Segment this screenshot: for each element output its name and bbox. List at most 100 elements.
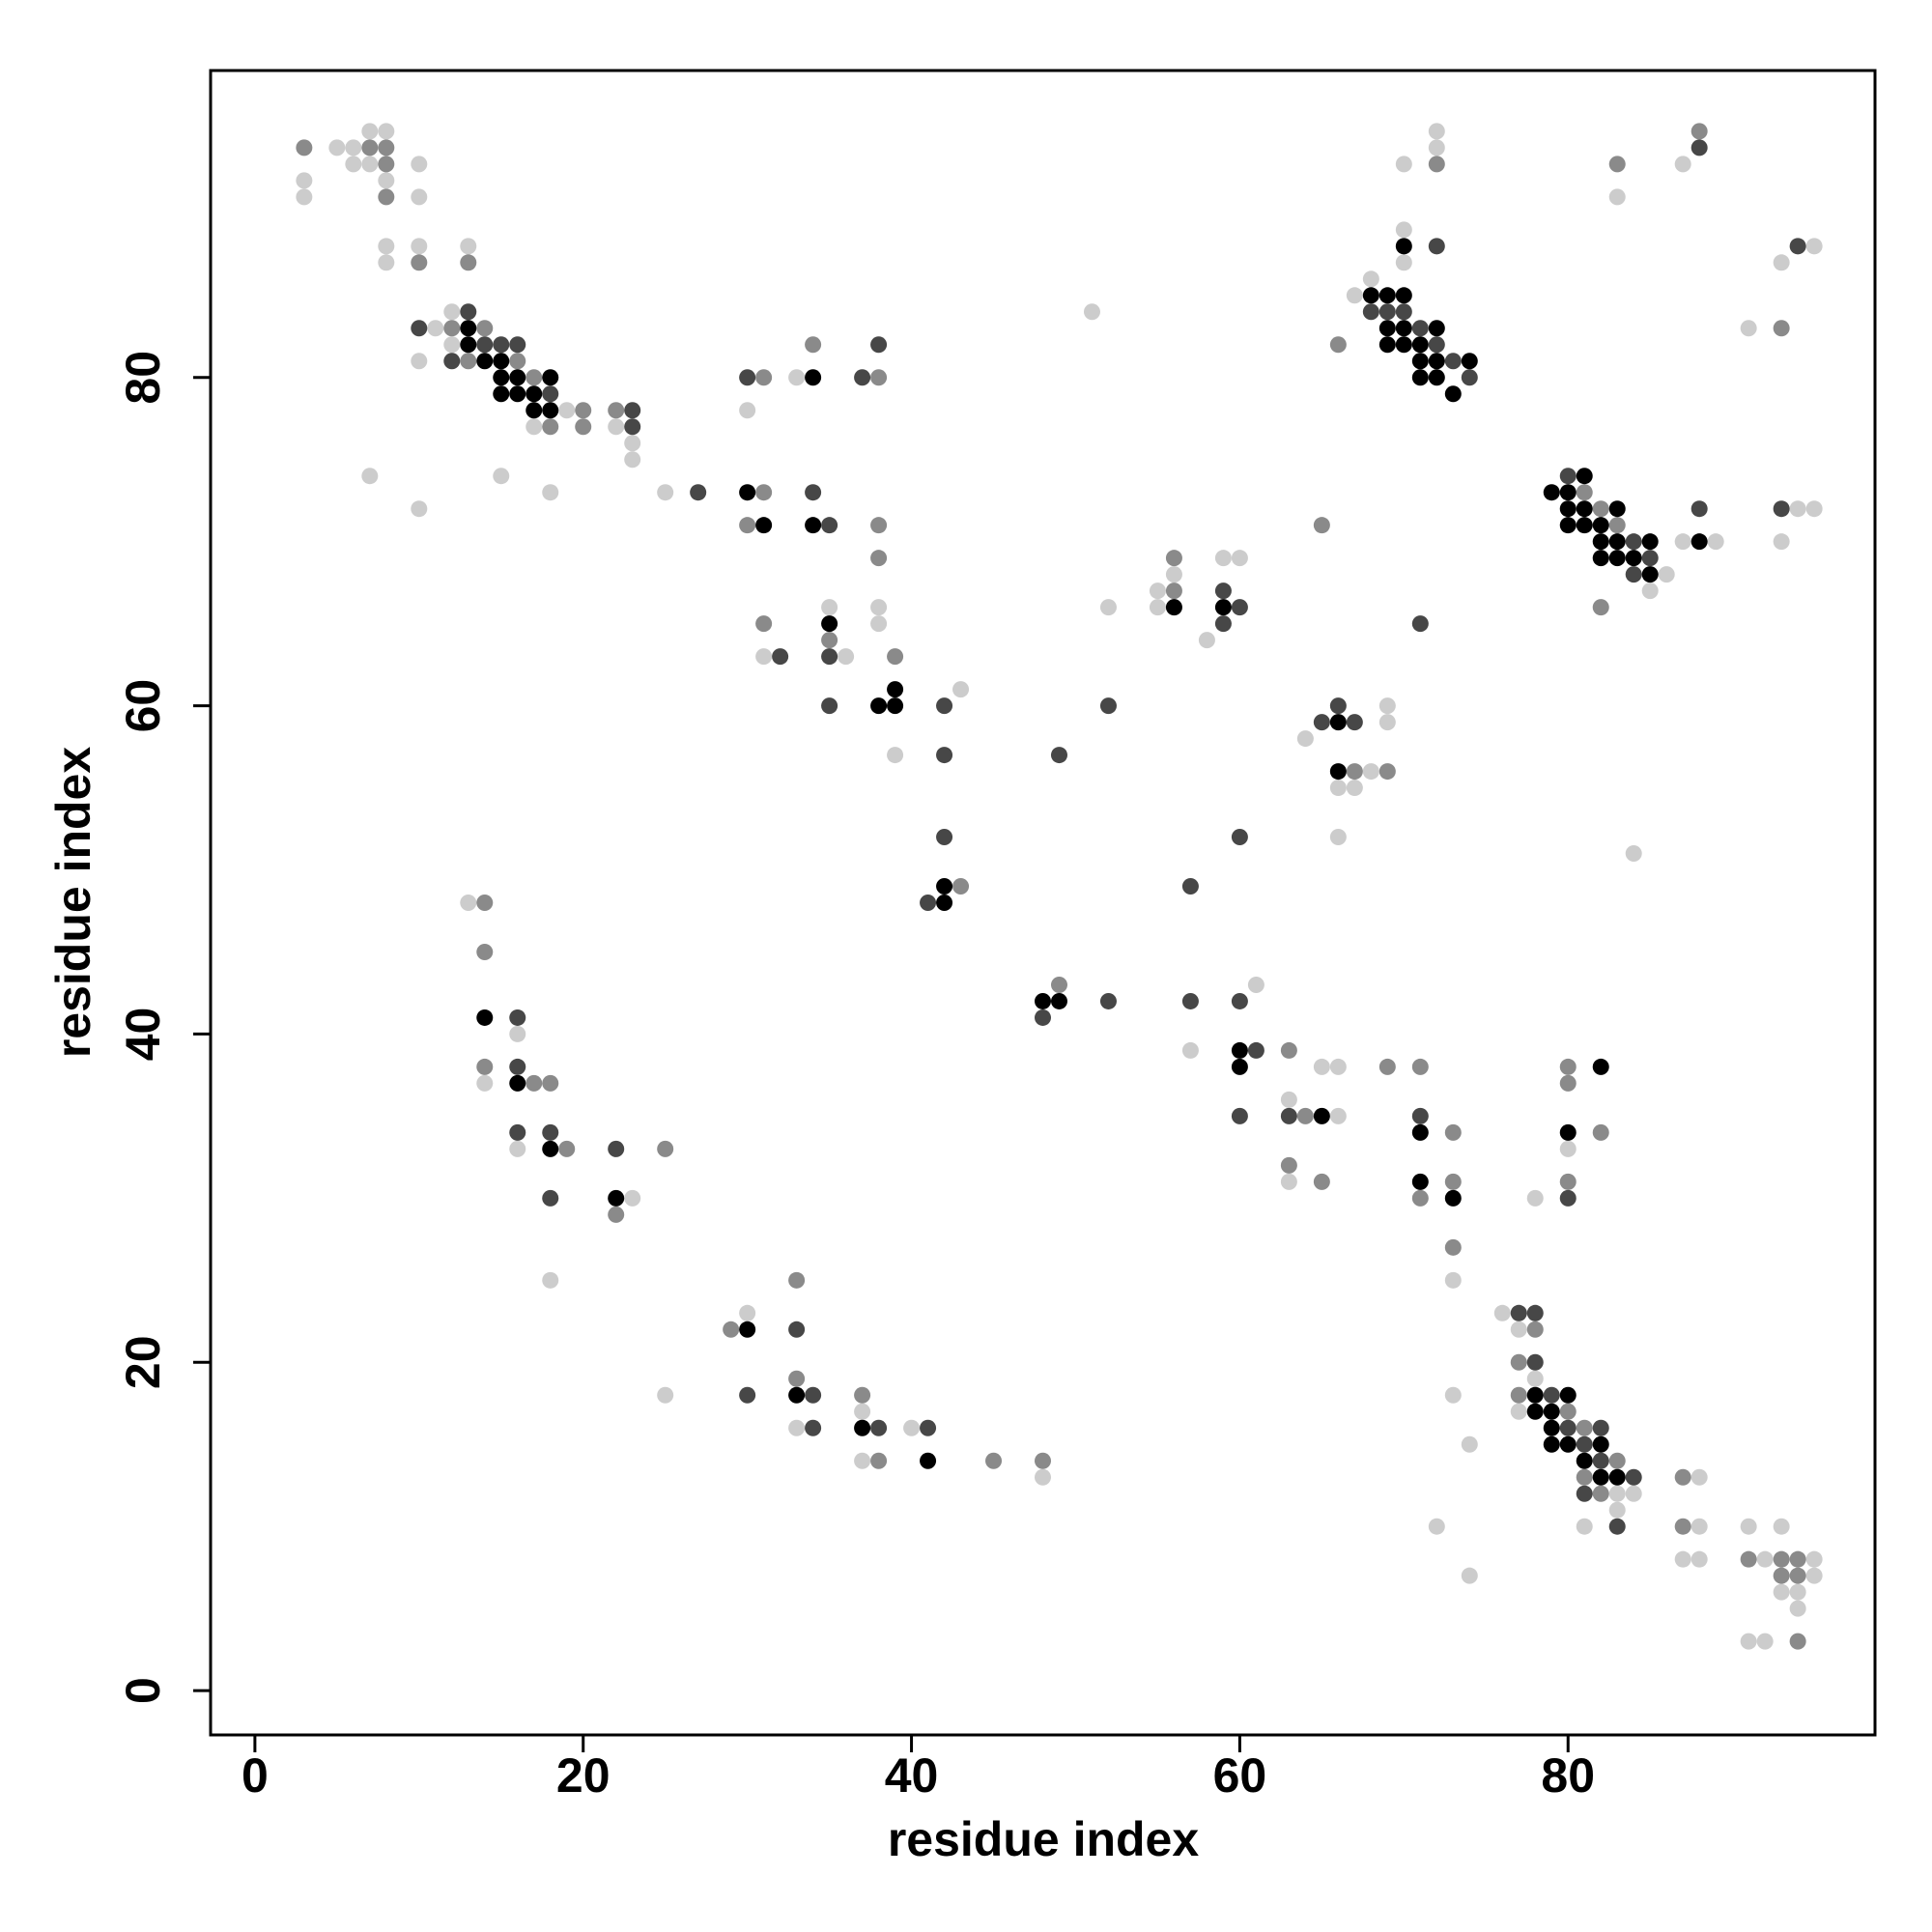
contact-point — [1231, 1041, 1248, 1059]
contact-point — [1674, 1468, 1691, 1486]
contact-point — [1411, 353, 1429, 370]
contact-point — [1378, 763, 1396, 781]
contact-point — [542, 402, 559, 419]
contact-point — [1313, 1058, 1330, 1075]
contact-point — [1559, 500, 1577, 518]
contact-point — [1296, 1107, 1314, 1124]
contact-point — [985, 1452, 1003, 1469]
contact-point — [1444, 353, 1462, 370]
contact-point — [542, 1140, 559, 1157]
contact-point — [526, 418, 543, 436]
contact-point — [1378, 714, 1396, 731]
contact-point — [887, 648, 904, 666]
contact-point — [1035, 1468, 1051, 1486]
contact-point — [1625, 566, 1642, 583]
contact-point — [1789, 1633, 1806, 1650]
contact-point — [1050, 976, 1067, 993]
contact-point — [1411, 1107, 1429, 1124]
contact-point — [558, 1140, 576, 1157]
contact-point — [1592, 533, 1609, 551]
contact-point — [1543, 1403, 1560, 1420]
contact-point — [1395, 221, 1412, 239]
contact-point — [1559, 1386, 1577, 1404]
contact-point — [476, 943, 494, 960]
contact-point — [887, 681, 904, 698]
contact-point — [1592, 1485, 1609, 1502]
contact-point — [411, 320, 428, 337]
contact-point — [296, 172, 313, 189]
contact-point — [1641, 582, 1659, 600]
x-tick-label: 40 — [885, 1748, 939, 1803]
contact-point — [1608, 1485, 1626, 1502]
contact-point — [870, 599, 888, 616]
contact-point — [542, 1074, 559, 1092]
contact-point — [1592, 1435, 1609, 1453]
contact-point — [1608, 517, 1626, 534]
contact-point — [1559, 468, 1577, 485]
contact-point — [1378, 320, 1396, 337]
contact-point — [755, 648, 773, 666]
contact-point — [1805, 500, 1823, 518]
contact-point — [1608, 1452, 1626, 1469]
contact-point — [1231, 1107, 1248, 1124]
contact-point — [1576, 484, 1593, 501]
contact-point — [1035, 992, 1051, 1009]
contact-point — [1444, 1271, 1462, 1289]
contact-point — [526, 1074, 543, 1092]
contact-point — [1329, 763, 1347, 781]
contact-point — [1674, 156, 1691, 173]
contact-point — [1690, 533, 1708, 551]
contact-point — [1756, 1633, 1774, 1650]
contact-point — [1690, 139, 1708, 156]
contact-point — [378, 139, 395, 156]
contact-point — [1690, 1468, 1708, 1486]
contact-point — [1050, 747, 1067, 764]
contact-point — [296, 188, 313, 206]
y-tick-label: 40 — [116, 1008, 170, 1062]
contact-point — [1346, 780, 1363, 797]
y-tick-label: 0 — [116, 1677, 170, 1704]
contact-point — [509, 1058, 526, 1075]
contact-point — [854, 369, 871, 386]
contact-point — [1411, 369, 1429, 386]
contact-point — [1214, 615, 1232, 633]
contact-point — [1428, 353, 1445, 370]
contact-point — [1559, 1173, 1577, 1190]
contact-point — [952, 681, 970, 698]
contact-point — [805, 336, 822, 354]
contact-point — [1231, 1058, 1248, 1075]
contact-point — [1559, 1419, 1577, 1436]
contact-point — [1592, 1058, 1609, 1075]
contact-point — [903, 1419, 921, 1436]
contact-point — [1559, 1123, 1577, 1141]
contact-point — [1280, 1156, 1297, 1174]
contact-point — [361, 123, 379, 140]
contact-point — [821, 599, 838, 616]
contact-point — [1690, 1518, 1708, 1535]
contact-point — [1198, 632, 1215, 649]
contact-point — [1510, 1353, 1527, 1371]
contact-point — [1461, 353, 1478, 370]
contact-point — [361, 139, 379, 156]
contact-point — [476, 1058, 494, 1075]
contact-point — [1444, 1189, 1462, 1207]
contact-point — [1149, 599, 1166, 616]
contact-point — [887, 697, 904, 715]
contact-point — [1526, 1304, 1544, 1321]
contact-point — [1099, 992, 1117, 1009]
contact-point — [1395, 238, 1412, 255]
contact-point — [1411, 615, 1429, 633]
contact-point — [1510, 1403, 1527, 1420]
contact-point — [920, 1452, 937, 1469]
contact-point — [952, 878, 970, 895]
contact-point — [1592, 1468, 1609, 1486]
contact-point — [1608, 156, 1626, 173]
contact-point — [936, 747, 953, 764]
contact-point — [1641, 550, 1659, 567]
contact-point — [755, 615, 773, 633]
contact-point — [1395, 320, 1412, 337]
contact-point — [936, 895, 953, 911]
contact-point — [493, 369, 510, 386]
contact-point — [411, 238, 428, 255]
